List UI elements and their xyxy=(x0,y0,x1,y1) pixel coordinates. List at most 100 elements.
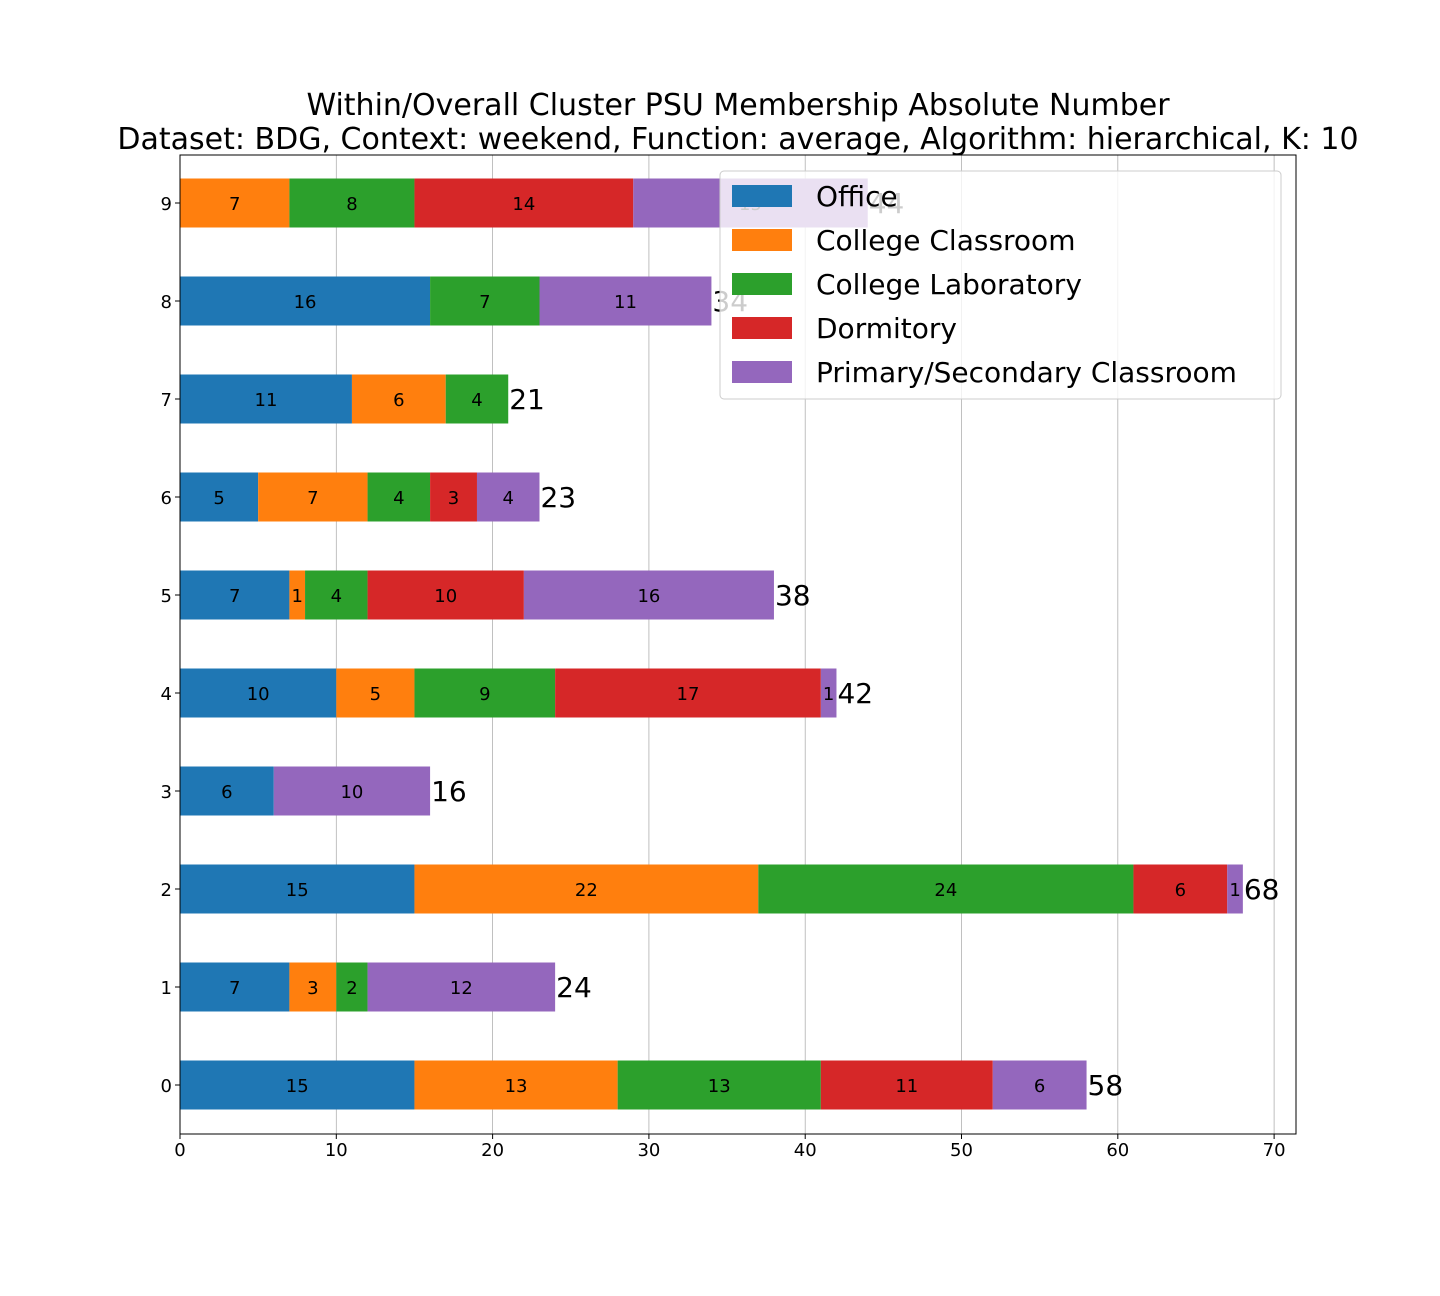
bar-segment xyxy=(180,668,337,718)
bar-value-label: 7 xyxy=(229,194,240,215)
bar-total-label: 24 xyxy=(556,971,592,1004)
bar-value-label: 4 xyxy=(331,586,342,607)
bar-segment xyxy=(180,570,290,620)
bar-segment xyxy=(180,1060,415,1110)
bar-segment xyxy=(414,864,759,914)
bar-value-label: 16 xyxy=(294,292,317,313)
bar-segment xyxy=(273,766,431,816)
bar-value-label: 7 xyxy=(479,292,490,313)
bar-value-label: 6 xyxy=(393,390,404,411)
bar-segment xyxy=(820,1060,993,1110)
bar-segment xyxy=(445,374,509,424)
y-tick-label: 9 xyxy=(161,194,172,215)
bar-value-label: 6 xyxy=(1175,880,1186,901)
y-tick-label: 8 xyxy=(161,292,172,313)
bar-segment xyxy=(180,374,352,424)
bar-segment xyxy=(430,472,477,522)
bar-value-label: 13 xyxy=(505,1076,528,1097)
bar-segment xyxy=(758,864,1134,914)
bar-segment xyxy=(992,1060,1087,1110)
bar-segment xyxy=(180,276,431,326)
bar-segment xyxy=(820,668,837,718)
bar-total-label: 42 xyxy=(837,677,873,710)
bar-value-label: 10 xyxy=(340,782,363,803)
bar-segment xyxy=(1227,864,1243,914)
bar-value-label: 6 xyxy=(221,782,232,803)
x-tick-label: 30 xyxy=(637,1140,660,1161)
bar-segment xyxy=(305,570,368,620)
bar-value-label: 11 xyxy=(255,390,278,411)
bar-total-label: 21 xyxy=(509,383,545,416)
y-tick-label: 6 xyxy=(161,488,172,509)
bar-segment xyxy=(336,668,415,718)
chart-subtitle: Dataset: BDG, Context: weekend, Function… xyxy=(117,122,1359,157)
y-tick-label: 0 xyxy=(161,1076,172,1097)
bar-value-label: 13 xyxy=(708,1076,731,1097)
bar-segment xyxy=(367,472,431,522)
y-tick-label: 4 xyxy=(161,684,172,705)
bar-value-label: 11 xyxy=(614,292,637,313)
x-tick-label: 10 xyxy=(325,1140,348,1161)
legend-swatch xyxy=(732,361,792,383)
x-tick-label: 60 xyxy=(1106,1140,1129,1161)
y-tick-label: 7 xyxy=(161,390,172,411)
x-tick-label: 20 xyxy=(481,1140,504,1161)
bar-value-label: 1 xyxy=(1229,880,1240,901)
bar-segment xyxy=(289,570,306,620)
legend-label: Dormitory xyxy=(816,312,957,345)
y-tick-label: 3 xyxy=(161,782,172,803)
bar-value-label: 7 xyxy=(307,488,318,509)
bar-segment xyxy=(476,472,540,522)
bar-value-label: 1 xyxy=(823,684,834,705)
bar-value-label: 14 xyxy=(512,194,535,215)
bar-value-label: 3 xyxy=(448,488,459,509)
chart-title: Within/Overall Cluster PSU Membership Ab… xyxy=(306,88,1170,123)
bar-total-label: 58 xyxy=(1088,1069,1124,1102)
bar-segment xyxy=(258,472,368,522)
bar-value-label: 4 xyxy=(393,488,404,509)
bar-value-label: 11 xyxy=(895,1076,918,1097)
bar-value-label: 7 xyxy=(229,978,240,999)
bar-value-label: 2 xyxy=(346,978,357,999)
legend-swatch xyxy=(732,317,792,339)
bar-value-label: 5 xyxy=(370,684,381,705)
bar-value-label: 10 xyxy=(434,586,457,607)
bar-total-label: 68 xyxy=(1244,873,1280,906)
legend-label: Office xyxy=(816,180,898,213)
bar-segment xyxy=(336,962,368,1012)
bar-value-label: 6 xyxy=(1034,1076,1045,1097)
plot-frame xyxy=(179,154,1297,1135)
bar-value-label: 1 xyxy=(292,586,303,607)
legend-swatch xyxy=(732,185,792,207)
bar-value-label: 4 xyxy=(503,488,514,509)
y-tick-label: 2 xyxy=(161,880,172,901)
bar-value-label: 15 xyxy=(286,880,309,901)
bar-segment xyxy=(351,374,446,424)
legend-swatch xyxy=(732,273,792,295)
x-tick-label: 40 xyxy=(794,1140,817,1161)
legend-label: College Laboratory xyxy=(816,268,1082,301)
bar-segment xyxy=(180,178,290,228)
x-tick-label: 70 xyxy=(1263,1140,1286,1161)
bar-value-label: 12 xyxy=(450,978,473,999)
bar-segment xyxy=(289,962,337,1012)
bar-value-label: 4 xyxy=(471,390,482,411)
x-tick-label: 50 xyxy=(950,1140,973,1161)
bar-segment xyxy=(180,766,274,816)
bar-value-label: 3 xyxy=(307,978,318,999)
bar-segment xyxy=(539,276,712,326)
bar-segment xyxy=(414,1060,618,1110)
bar-segment xyxy=(367,962,556,1012)
bar-value-label: 22 xyxy=(575,880,598,901)
bar-segment xyxy=(180,472,259,522)
y-tick-label: 1 xyxy=(161,978,172,999)
bar-segment xyxy=(523,570,774,620)
bar-segment xyxy=(180,962,290,1012)
bar-segment xyxy=(430,276,540,326)
bar-total-label: 16 xyxy=(431,775,467,808)
bar-segment xyxy=(617,1060,821,1110)
bar-segment xyxy=(414,668,556,718)
bar-value-label: 15 xyxy=(286,1076,309,1097)
bar-segment xyxy=(289,178,415,228)
bar-segment xyxy=(414,178,634,228)
